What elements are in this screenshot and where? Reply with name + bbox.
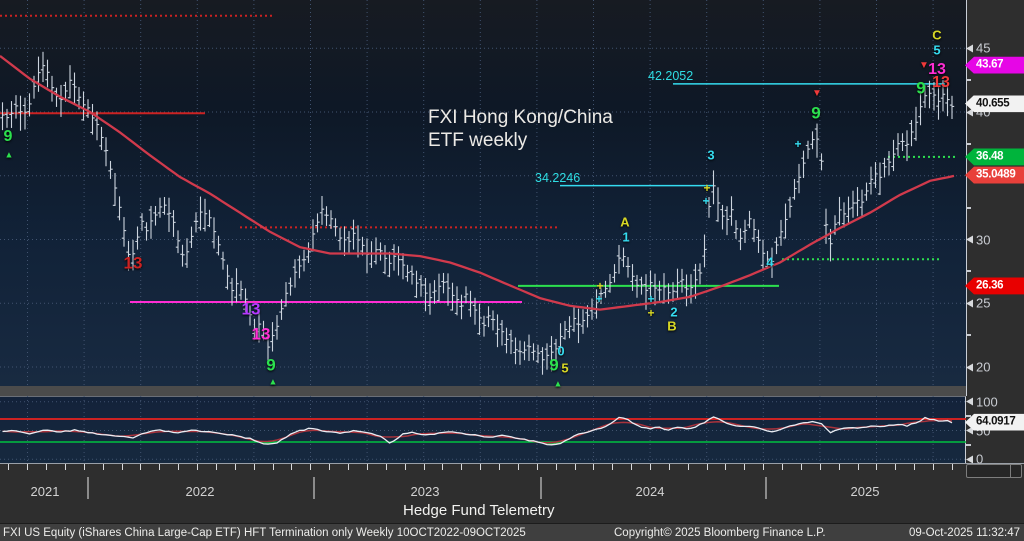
x-axis-strip: [0, 463, 1024, 523]
oscillator-panel[interactable]: [0, 396, 966, 463]
panel-separator-scrollbar[interactable]: [0, 386, 967, 396]
status-bar: [0, 523, 1024, 541]
